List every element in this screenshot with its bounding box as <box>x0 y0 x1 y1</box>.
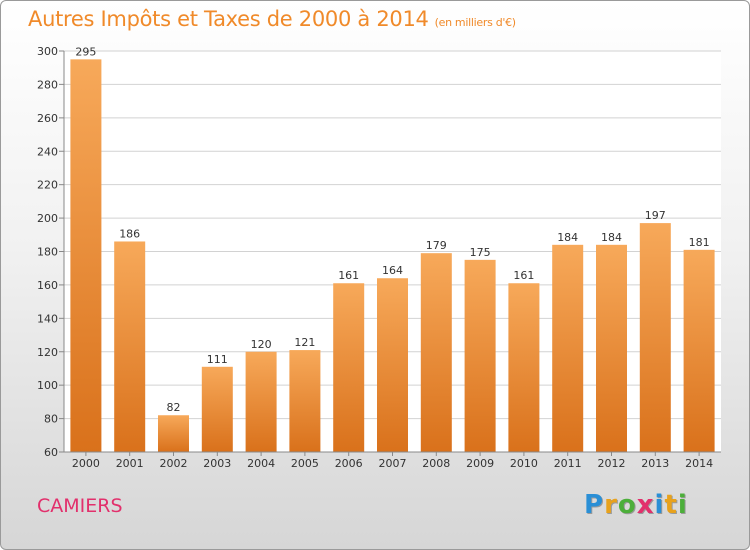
bar <box>596 244 627 452</box>
y-tick-label: 140 <box>37 312 58 325</box>
chart-title-text: Autres Impôts et Taxes de 2000 à 2014 <box>28 7 429 31</box>
data-label: 184 <box>601 231 622 244</box>
logo-letter: i <box>677 490 688 520</box>
logo-letter: P <box>584 490 605 520</box>
data-label: 184 <box>557 231 578 244</box>
data-label: 179 <box>426 239 447 252</box>
x-tick-label: 2001 <box>116 457 144 470</box>
bar <box>508 283 540 452</box>
y-tick-label: 60 <box>44 446 58 459</box>
bar <box>552 244 584 452</box>
x-tick-label: 2013 <box>641 457 669 470</box>
logo-letter: x <box>636 490 655 520</box>
bar <box>114 241 146 452</box>
y-tick-label: 120 <box>37 346 58 359</box>
bar <box>333 283 365 452</box>
x-tick-label: 2014 <box>685 457 713 470</box>
bar <box>289 350 321 452</box>
x-tick-label: 2004 <box>247 457 275 470</box>
x-tick-label: 2005 <box>291 457 319 470</box>
x-tick-label: 2006 <box>335 457 363 470</box>
chart-title: Autres Impôts et Taxes de 2000 à 2014 (en… <box>28 7 516 31</box>
y-tick-label: 300 <box>37 45 58 58</box>
bar <box>639 223 671 452</box>
y-tick-label: 100 <box>37 379 58 392</box>
y-tick-label: 220 <box>37 179 58 192</box>
bar <box>245 351 277 452</box>
commune-name: CAMIERS <box>37 495 123 517</box>
logo-letter: o <box>617 490 637 520</box>
x-tick-label: 2011 <box>554 457 582 470</box>
data-label: 121 <box>294 336 315 349</box>
data-label: 197 <box>645 209 666 222</box>
bar <box>201 366 233 452</box>
data-label: 120 <box>251 338 272 351</box>
bar <box>158 415 189 452</box>
bar-layer <box>70 59 715 453</box>
data-label: 161 <box>338 269 359 282</box>
logo-letter: t <box>664 490 678 520</box>
bar <box>377 278 408 452</box>
y-tick-label: 260 <box>37 112 58 125</box>
data-label: 186 <box>119 227 140 240</box>
y-tick-label: 80 <box>44 413 58 426</box>
label-layer: 295 186 82 111 120 121 161 164 179 175 161 184 184 19… <box>75 45 709 414</box>
y-tick-label: 180 <box>37 246 58 259</box>
y-tick-label: 160 <box>37 279 58 292</box>
x-tick-label: 2012 <box>598 457 626 470</box>
data-label: 164 <box>382 264 403 277</box>
bar <box>464 259 496 452</box>
x-tick-label: 2003 <box>203 457 231 470</box>
x-tick-label: 2010 <box>510 457 538 470</box>
data-label: 175 <box>470 246 491 259</box>
x-tick-label: 2000 <box>72 457 100 470</box>
data-label: 161 <box>513 269 534 282</box>
y-tick-label: 200 <box>37 212 58 225</box>
logo-letter: r <box>604 490 618 520</box>
data-label: 82 <box>167 401 181 414</box>
x-tick-label: 2007 <box>379 457 407 470</box>
logo-letter: i <box>654 490 665 520</box>
y-tick-label: 240 <box>37 145 58 158</box>
proxiti-logo: Proxiti <box>584 490 688 520</box>
data-label: 181 <box>689 236 710 249</box>
x-axis-ticks: 2000 2001 2002 2003 2004 2005 2006 2007 2008 2009… <box>72 452 713 470</box>
data-label: 111 <box>207 353 228 366</box>
x-tick-label: 2008 <box>422 457 450 470</box>
x-tick-label: 2002 <box>160 457 188 470</box>
bar <box>683 249 715 452</box>
data-label: 295 <box>75 45 96 58</box>
y-tick-label: 280 <box>37 78 58 91</box>
bar <box>70 59 102 453</box>
unit-note: (en milliers d'€) <box>434 16 516 29</box>
bar <box>420 253 452 452</box>
x-tick-label: 2009 <box>466 457 494 470</box>
